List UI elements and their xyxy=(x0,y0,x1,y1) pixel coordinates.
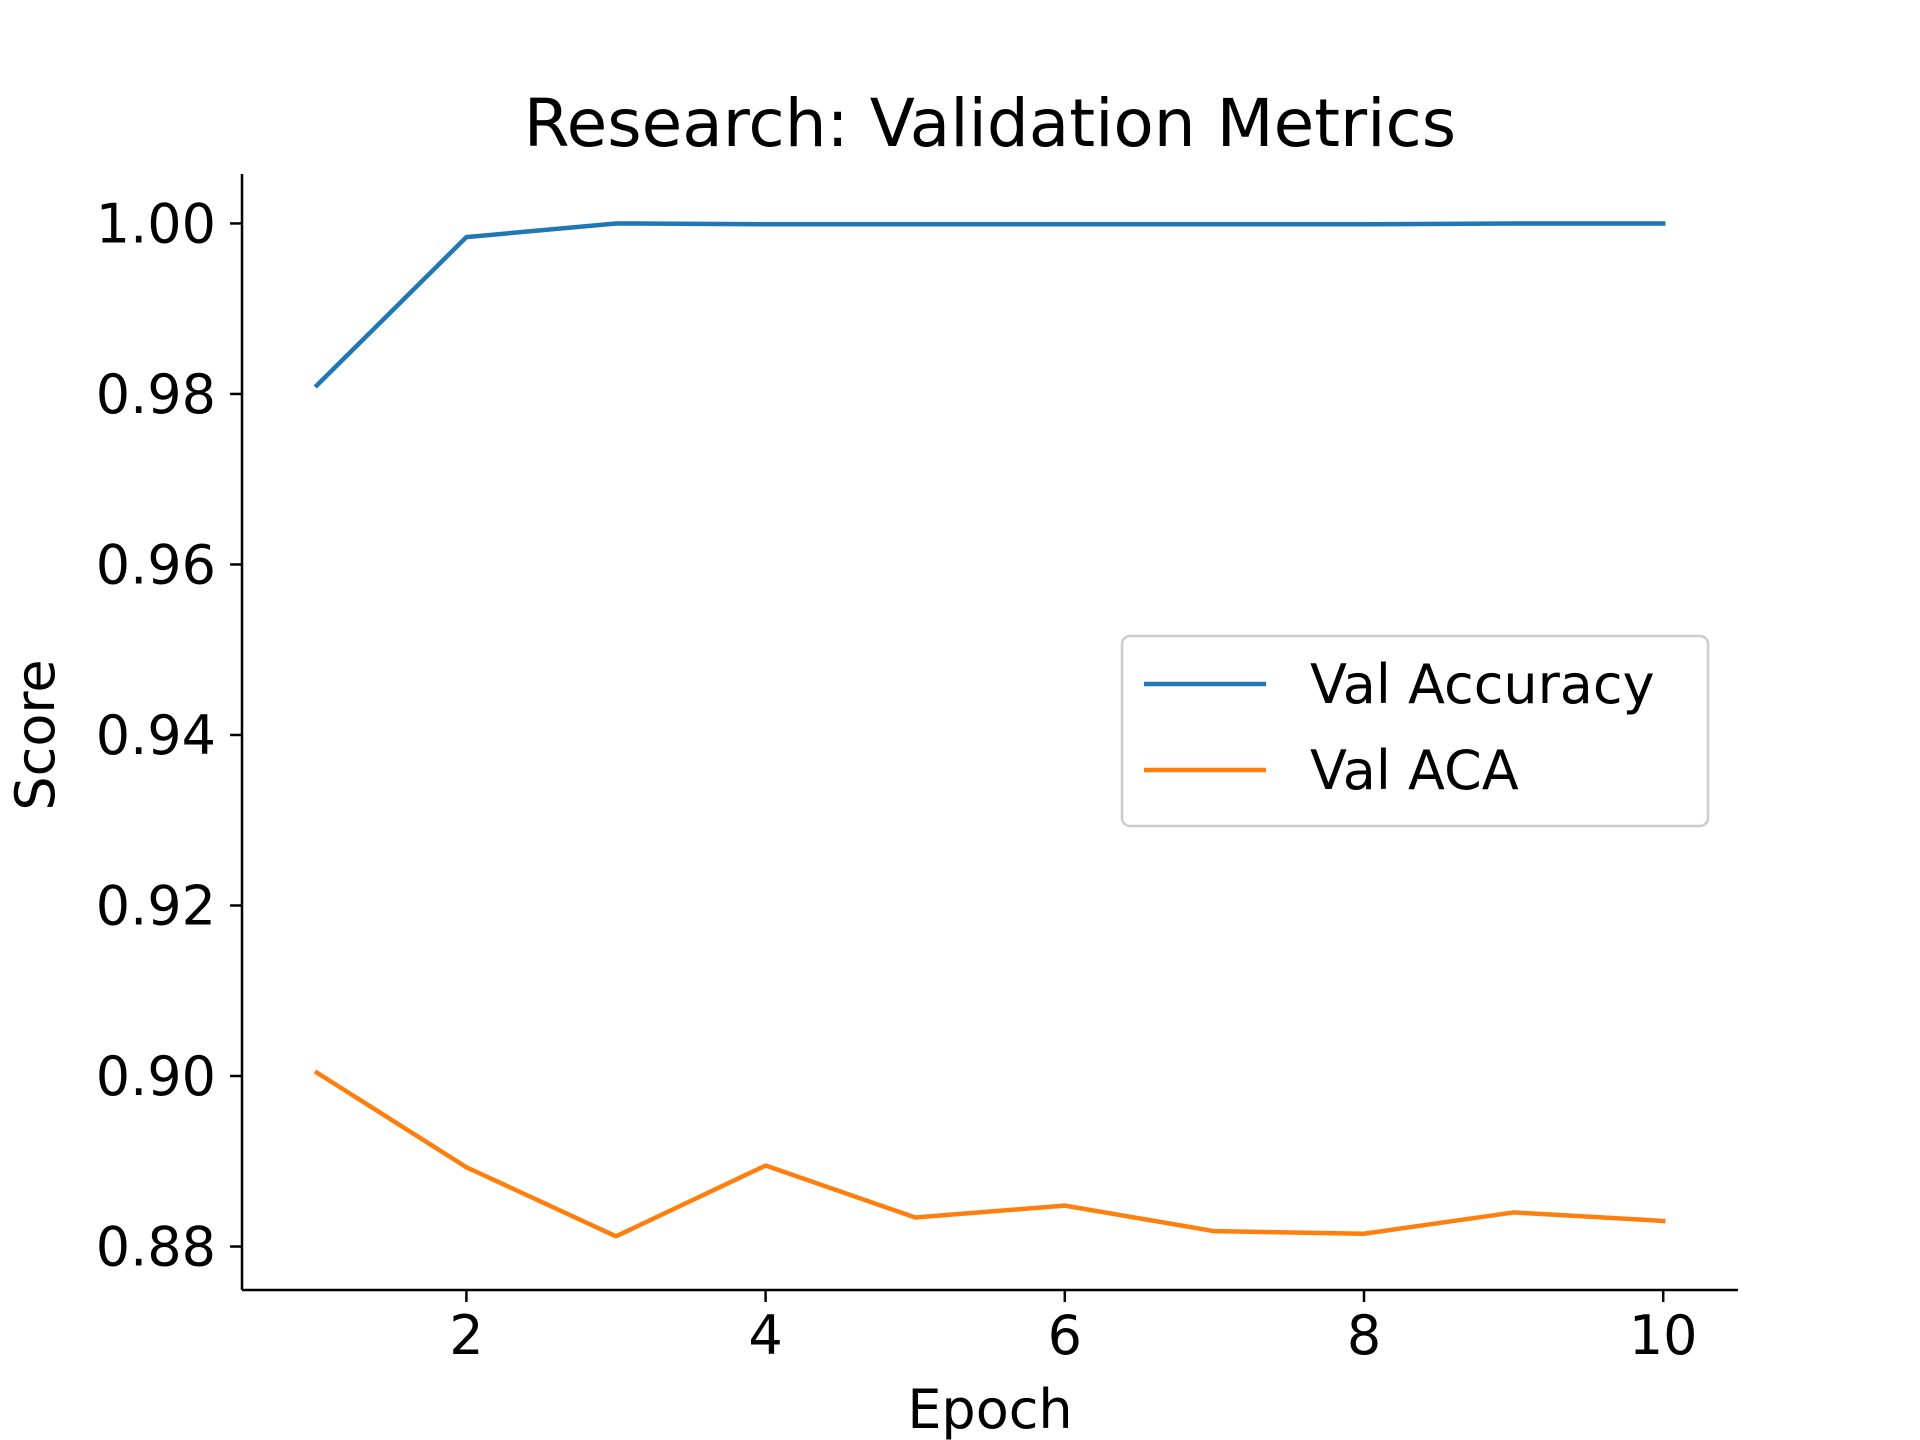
y-tick-label: 0.88 xyxy=(96,1216,216,1279)
y-tick-label: 1.00 xyxy=(96,192,216,255)
x-tick-label: 4 xyxy=(748,1304,782,1367)
x-tick-label: 6 xyxy=(1048,1304,1082,1367)
x-axis-label: Epoch xyxy=(907,1378,1072,1440)
axes: 2 4 6 8 10 0.88 0.90 0.92 0.94 0.96 0.98 1.00 xyxy=(96,174,1738,1367)
chart-title: Research: Validation Metrics xyxy=(524,85,1456,162)
x-tick-label: 2 xyxy=(449,1304,483,1367)
y-tick-label: 0.98 xyxy=(96,363,216,426)
y-tick-label: 0.96 xyxy=(96,533,216,596)
legend-label: Val ACA xyxy=(1310,739,1519,802)
y-tick-label: 0.92 xyxy=(96,874,216,937)
series-lines xyxy=(313,221,1666,1239)
x-tick-label: 8 xyxy=(1347,1304,1381,1367)
y-tick-label: 0.90 xyxy=(96,1045,216,1108)
legend: Val Accuracy Val ACA xyxy=(1120,634,1710,828)
x-tick-label: 10 xyxy=(1629,1304,1698,1367)
y-axis-label: Score xyxy=(4,659,67,810)
series-line-val-aca xyxy=(313,1069,1666,1239)
legend-label: Val Accuracy xyxy=(1310,653,1655,716)
y-tick-label: 0.94 xyxy=(96,704,216,767)
legend-box xyxy=(1120,634,1710,828)
series-line-val-accuracy xyxy=(313,221,1666,389)
